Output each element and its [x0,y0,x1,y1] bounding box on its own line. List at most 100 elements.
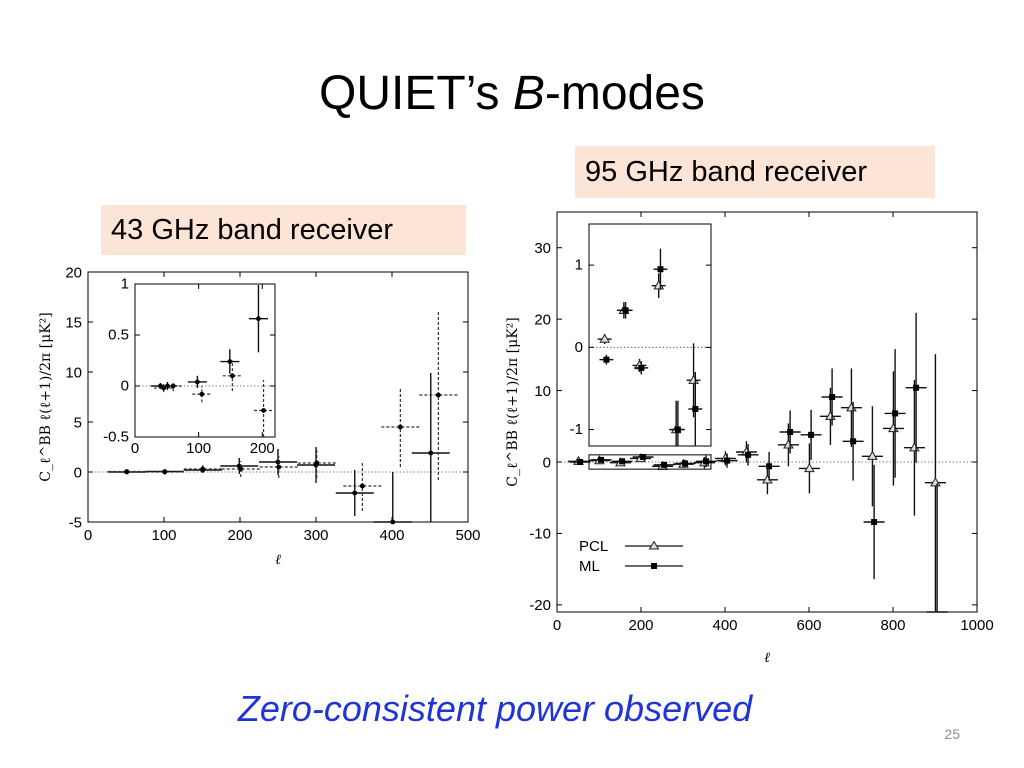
left-inset-y-tick-label: 0.5 [108,327,129,344]
left-inset-point [199,391,205,397]
left-inset-point [194,379,200,385]
page-number: 25 [944,726,960,742]
left-inset-point [165,383,170,389]
right-x-tick-label: 0 [553,617,561,634]
left-x-tick-label: 100 [151,527,176,544]
left-y-axis-label: C_ℓ^BB ℓ(ℓ+1)/2π [μK²] [38,312,54,482]
left-inset-point [227,359,233,364]
right-inset-point-triangle [599,333,611,343]
label-95-ghz: 95 GHz band receiver [575,146,935,198]
right-legend-marker-triangle [648,540,660,550]
left-y-tick-label: -5 [69,514,82,531]
left-point [275,459,281,465]
left-point [359,483,365,489]
left-x-axis-label: ℓ [275,552,281,568]
right-point-square [892,410,899,417]
left-point [124,469,130,474]
right-inset-plot-frame [588,223,712,447]
left-inset-series-dashed [154,360,274,437]
right-inset-point-square [657,266,664,273]
left-inset-y-tick-label: -0.5 [103,429,129,446]
right-point-square [724,457,731,464]
right-x-tick-label: 600 [796,617,821,634]
right-series-ml [569,312,948,613]
right-y-tick-label: 0 [543,454,551,471]
right-legend-label: PCL [579,538,608,555]
right-point-square [787,429,794,435]
right-point-square [577,459,584,465]
left-point [397,424,403,430]
right-y-tick-label: 20 [534,311,551,328]
left-x-tick-label: 200 [227,527,252,544]
left-x-tick-label: 300 [303,527,328,544]
left-y-tick-label: 15 [65,314,82,331]
left-point [314,460,320,466]
right-y-tick-label: -20 [529,597,551,614]
title-suffix: -modes [544,67,705,120]
right-point-square [745,451,752,458]
right-point-square [871,519,878,525]
left-inset-point [229,373,235,379]
left-point [200,466,206,472]
left-y-tick-label: 0 [74,464,82,481]
left-inset-x-tick-label: 100 [186,440,211,457]
left-point [435,392,441,398]
right-inset-point-square [638,364,645,371]
right-legend: PCL ML [579,538,683,575]
right-inset-point-square [603,356,610,363]
right-point-square [703,458,710,465]
left-inset-x-tick-label: 200 [250,440,275,457]
right-point-square [808,431,815,438]
right-point-square [661,461,668,468]
right-x-tick-label: 400 [712,617,737,634]
right-x-tick-label: 800 [880,617,905,634]
right-point-triangle [867,450,878,460]
left-point [428,450,434,456]
right-y-axis-label-text: C_ℓ^BB ℓ(ℓ+1)/2π [μK²] [505,317,521,487]
right-y-axis-label: C_ℓ^BB ℓ(ℓ+1)/2π [μK²] [505,317,521,487]
right-point-square [682,460,689,467]
left-inset-point [256,316,261,322]
right-zoom-region [588,454,712,470]
right-x-tick-label: 1000 [960,617,993,634]
left-y-axis-label-text: C_ℓ^BB ℓ(ℓ+1)/2π [μK²] [38,312,54,482]
footer-caption: Zero-consistent power observed [237,688,753,729]
right-point-square [766,463,773,470]
right-inset-y-tick-label: 0 [575,339,583,356]
title-prefix: QUIET’s [319,67,513,120]
left-x-tick-label: 0 [84,527,92,544]
left-y-tick-label: 10 [65,364,82,381]
left-point [390,519,396,525]
label-43-ghz: 43 GHz band receiver [101,205,466,255]
left-y-tick-label: 20 [65,264,82,281]
right-point-square [829,394,836,400]
left-x-tick-label: 500 [455,527,480,544]
title-italic: B [512,67,545,120]
right-inset-point-square [692,406,699,412]
right-y-tick-label: 10 [534,383,551,400]
right-point-square [640,454,647,460]
left-point [276,464,282,470]
left-x-tick-label: 400 [379,527,404,544]
right-x-tick-label: 200 [628,617,653,634]
left-inset-y-tick-label: 1 [121,276,129,293]
right-inset-point-square [622,307,629,314]
right-y-tick-label: -10 [529,526,551,543]
left-inset-plot-frame [134,283,276,438]
left-inset-point [161,385,167,391]
right-point-square [619,458,626,465]
right-inset-y-tick-label: 1 [575,257,583,274]
left-point [352,490,358,496]
right-point-triangle [804,462,815,473]
right-inset-point-square [674,426,681,433]
right-inset-series-ml [599,248,703,446]
left-y-tick-label: 5 [74,414,82,431]
left-inset-point [170,383,176,389]
left-inset-point [261,408,266,413]
right-point-square [850,438,857,445]
left-point [238,466,244,472]
left-inset-x-tick-label: 0 [131,440,139,457]
right-legend-label: ML [579,558,600,575]
